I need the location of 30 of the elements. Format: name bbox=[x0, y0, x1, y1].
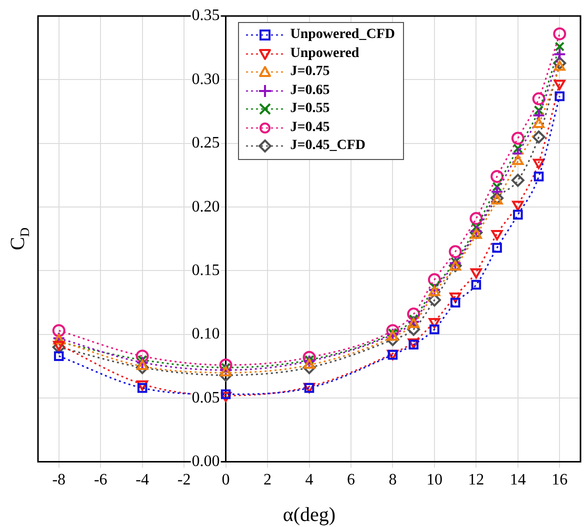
legend-label: Unpowered_CFD bbox=[290, 26, 395, 44]
x-tick-label: 0 bbox=[222, 472, 230, 489]
x-tick-label: 10 bbox=[426, 472, 442, 489]
x-tick-label: -4 bbox=[136, 472, 149, 489]
legend-label: J=0.45_CFD bbox=[290, 137, 366, 155]
legend-label: J=0.75 bbox=[290, 63, 330, 81]
x-tick-label: -2 bbox=[177, 472, 191, 489]
y-axis-title: CD bbox=[7, 228, 32, 250]
x-tick-label: 12 bbox=[468, 472, 484, 489]
legend-label: J=0.45 bbox=[290, 118, 330, 136]
y-tick-label: 0.15 bbox=[192, 262, 220, 279]
y-tick-label: 0.10 bbox=[192, 326, 220, 343]
y-tick-label: 0.20 bbox=[192, 198, 220, 216]
x-tick-label: 8 bbox=[388, 472, 397, 489]
y-tick-label: 0.05 bbox=[192, 389, 220, 406]
x-tick-label: -8 bbox=[52, 472, 66, 489]
y-tick-label: 0.00 bbox=[192, 453, 220, 470]
y-tick-label: 0.25 bbox=[192, 134, 220, 152]
y-tick-label: 0.35 bbox=[192, 7, 220, 24]
legend-label: Unpowered bbox=[290, 44, 360, 62]
x-tick-label: 14 bbox=[510, 472, 526, 489]
x-tick-label: 2 bbox=[264, 472, 272, 489]
x-tick-label: -6 bbox=[94, 472, 108, 489]
x-tick-label: 4 bbox=[305, 472, 314, 489]
y-tick-label: 0.30 bbox=[192, 70, 220, 88]
x-tick-label: 6 bbox=[346, 472, 355, 489]
legend-label: J=0.65 bbox=[290, 82, 330, 100]
x-axis-title: α(deg) bbox=[282, 504, 336, 526]
x-tick-label: 16 bbox=[552, 472, 568, 489]
legend-label: J=0.55 bbox=[290, 100, 330, 118]
